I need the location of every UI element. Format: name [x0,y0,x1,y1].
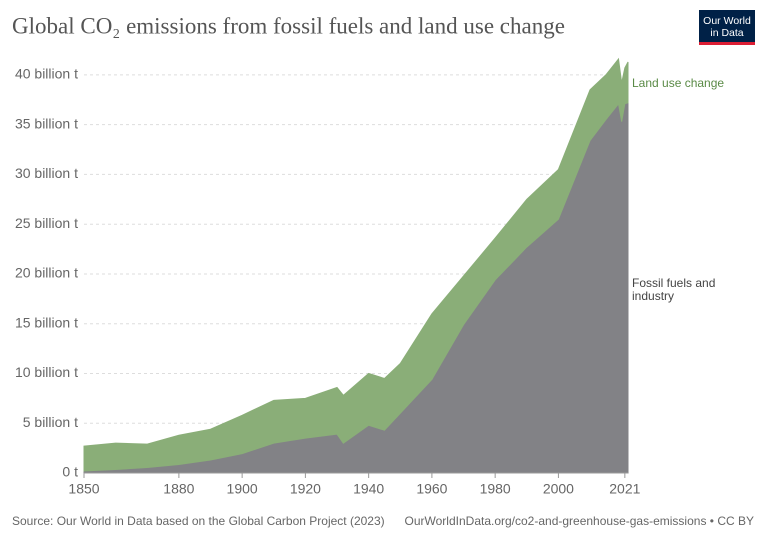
plot: 0 t 5 billion t 10 billion t 15 billion t 20… [15,57,725,497]
x-tick-label: 1920 [290,481,321,497]
logo-bar [699,42,755,45]
logo-text: Our World [703,15,751,27]
y-tick-label: 15 billion t [15,314,78,330]
x-tick-label: 1850 [68,481,99,497]
area [83,57,629,472]
y-tick-label: 0 t [62,464,78,480]
legend-text: Fossil fuels and industry [632,277,716,303]
legend-label: Land use change [632,77,725,90]
source: Source: Our World in Data based on the G… [12,514,385,528]
chart-title: Global CO₂ emissions from fossil fuels a… [12,13,565,38]
y-tick-label: 10 billion t [15,364,78,380]
y-tick-label: 25 billion t [15,215,78,231]
x-tick-label: 1980 [480,481,511,497]
y-tick-label: 35 billion t [15,115,78,131]
x-tick-label: 2000 [543,481,574,497]
x-tick-label: 1940 [353,481,384,497]
y-tick-label: 40 billion t [15,66,78,82]
x-tick-label: 1960 [416,481,447,497]
footer: OurWorldInData.org/co2-and-greenhouse-ga… [405,514,754,528]
logo-text: in Data [710,27,743,39]
x-tick-label: 2021 [609,481,640,497]
y-tick-label: 30 billion t [15,165,78,181]
logo-box [699,10,755,44]
x-tick-label: 1880 [163,481,194,497]
legend-label: Fossil fuels and industry [632,277,716,303]
x-tick-label: 1900 [227,481,258,497]
y-tick-label: 20 billion t [15,265,78,281]
y-tick-label: 5 billion t [23,414,78,430]
legend-text: Land use change [632,77,725,90]
